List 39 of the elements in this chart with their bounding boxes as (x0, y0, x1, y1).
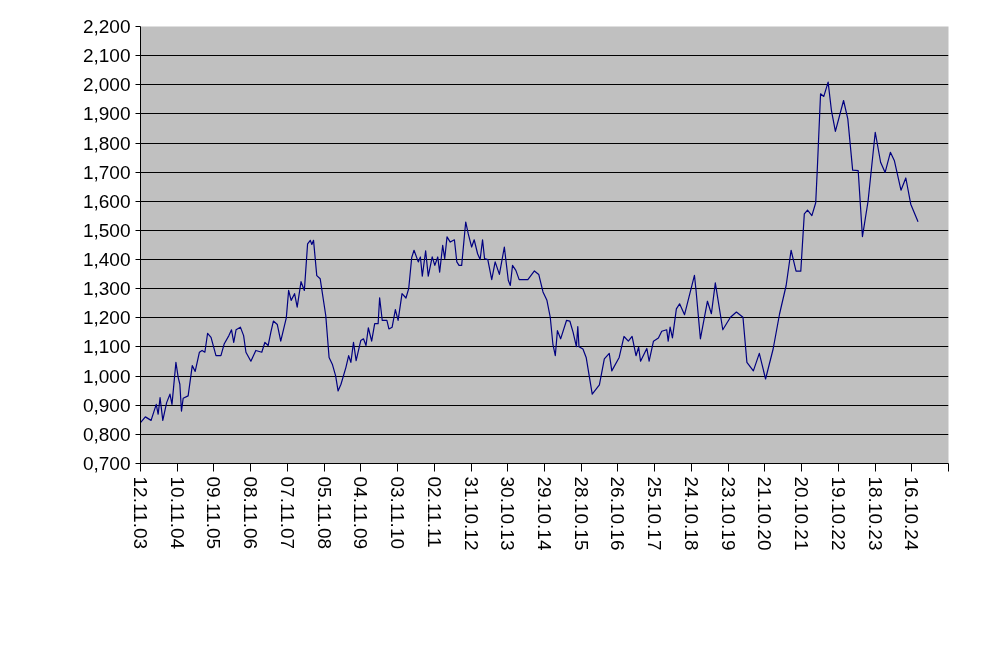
x-tick-label: 07.11.07 (276, 476, 298, 550)
x-tick-label: 19.10.22 (827, 476, 849, 551)
x-tick-label: 23.10.19 (717, 476, 739, 551)
x-tick-label: 08.11.06 (240, 476, 262, 550)
y-tick-label: 0,800 (82, 423, 131, 445)
x-tick-label: 28.10.15 (570, 476, 592, 551)
line-series (140, 81, 919, 424)
y-tick-label: 1,800 (82, 132, 131, 154)
y-tick-label: 1,200 (82, 307, 131, 329)
x-tick-label: 31.10.12 (460, 476, 482, 551)
y-tick-label: 1,700 (82, 161, 131, 183)
x-tick-label: 25.10.17 (644, 476, 666, 551)
y-tick-label: 2,000 (82, 74, 131, 96)
y-tick-label: 1,500 (82, 219, 131, 241)
y-tick-label: 1,300 (82, 278, 131, 300)
y-tick-label: 0,900 (82, 394, 131, 416)
y-tick-label: 0,700 (82, 453, 131, 474)
x-tick-label: 03.11.10 (387, 476, 409, 550)
x-tick-label: 26.10.16 (607, 476, 629, 551)
x-tick-label: 18.10.23 (864, 476, 886, 551)
x-tick-label: 29.10.14 (534, 476, 555, 551)
y-tick-label: 1,900 (82, 103, 131, 125)
x-tick-label: 20.10.21 (791, 476, 813, 551)
x-tick-label: 21.10.20 (754, 476, 776, 551)
y-tick-label: 1,600 (82, 190, 131, 212)
x-tick-label: 02.11.11 (423, 476, 445, 548)
y-tick-label: 1,400 (82, 249, 131, 271)
x-tick-label: 12.11.03 (130, 476, 151, 550)
x-tick-label: 04.11.09 (350, 476, 372, 550)
y-tick-label: 2,200 (82, 16, 131, 37)
x-tick-label: 10.11.04 (166, 476, 188, 550)
x-tick-label: 05.11.08 (313, 476, 335, 550)
y-tick-label: 1,100 (82, 336, 131, 358)
x-tick-label: 30.10.13 (497, 476, 519, 551)
x-tick-label: 16.10.24 (901, 476, 923, 551)
x-tick-label: 24.10.18 (680, 476, 702, 551)
y-tick-label: 1,000 (82, 365, 131, 387)
y-tick-label: 2,100 (82, 45, 131, 67)
x-tick-label: 09.11.05 (203, 476, 225, 550)
